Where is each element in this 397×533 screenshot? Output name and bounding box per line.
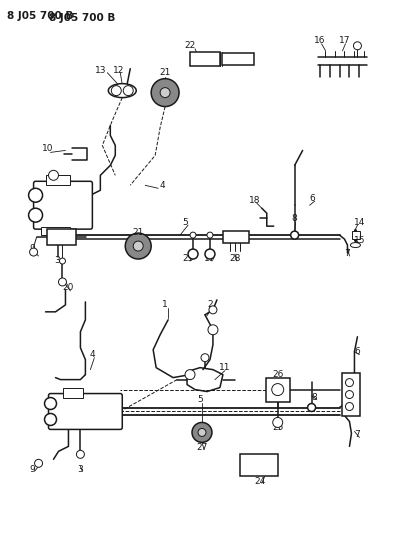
Text: 5: 5 xyxy=(197,395,203,404)
FancyBboxPatch shape xyxy=(34,181,93,229)
Circle shape xyxy=(190,232,196,238)
Circle shape xyxy=(308,403,316,411)
Circle shape xyxy=(208,325,218,335)
Text: 7: 7 xyxy=(345,248,350,257)
Text: 3: 3 xyxy=(77,465,83,474)
Bar xyxy=(343,373,360,416)
Text: 19: 19 xyxy=(204,254,216,263)
Bar xyxy=(46,175,70,185)
Text: 21: 21 xyxy=(160,68,171,77)
Text: 22: 22 xyxy=(184,41,196,50)
Text: 4: 4 xyxy=(159,181,165,190)
Text: 26: 26 xyxy=(272,370,283,379)
Circle shape xyxy=(123,86,133,95)
FancyBboxPatch shape xyxy=(48,393,122,430)
Text: 6: 6 xyxy=(355,347,360,356)
Text: 11: 11 xyxy=(219,363,231,372)
Text: 4: 4 xyxy=(90,350,95,359)
Text: 13: 13 xyxy=(94,66,106,75)
Text: 10: 10 xyxy=(42,144,53,153)
Text: 12: 12 xyxy=(113,66,124,75)
Circle shape xyxy=(44,414,56,425)
Circle shape xyxy=(185,370,195,379)
Text: 21: 21 xyxy=(133,228,144,237)
Circle shape xyxy=(273,417,283,427)
Circle shape xyxy=(151,79,179,107)
Circle shape xyxy=(205,249,215,259)
Text: 25: 25 xyxy=(272,423,283,432)
Text: 16: 16 xyxy=(314,36,325,45)
Text: 8: 8 xyxy=(292,214,297,223)
Bar xyxy=(222,53,254,64)
Circle shape xyxy=(345,391,353,399)
Text: 8 J05 700 B: 8 J05 700 B xyxy=(48,13,115,23)
Ellipse shape xyxy=(108,84,136,98)
Circle shape xyxy=(272,384,284,395)
Text: 18: 18 xyxy=(249,196,260,205)
Circle shape xyxy=(111,86,121,95)
Circle shape xyxy=(209,306,217,314)
Circle shape xyxy=(192,423,212,442)
Circle shape xyxy=(353,42,361,50)
Circle shape xyxy=(291,231,299,239)
Text: 17: 17 xyxy=(339,36,350,45)
Circle shape xyxy=(58,278,66,286)
Text: 14: 14 xyxy=(354,217,365,227)
Circle shape xyxy=(60,258,66,264)
Text: 23: 23 xyxy=(182,254,194,263)
Bar xyxy=(40,227,70,235)
Bar xyxy=(190,52,220,66)
Text: 20: 20 xyxy=(63,284,74,293)
Bar xyxy=(46,229,77,245)
Circle shape xyxy=(125,233,151,259)
Text: 7: 7 xyxy=(355,430,360,439)
Circle shape xyxy=(30,248,38,256)
Circle shape xyxy=(188,249,198,259)
Text: 9: 9 xyxy=(30,244,35,253)
Text: 9: 9 xyxy=(30,465,35,474)
Bar xyxy=(240,454,278,477)
Bar xyxy=(266,377,290,401)
Circle shape xyxy=(77,450,85,458)
Bar xyxy=(223,231,249,243)
Circle shape xyxy=(29,188,42,202)
Text: 5: 5 xyxy=(182,217,188,227)
Circle shape xyxy=(160,87,170,98)
Text: 27: 27 xyxy=(196,443,208,452)
Circle shape xyxy=(44,398,56,409)
Text: 8 J05 700 B: 8 J05 700 B xyxy=(7,11,73,21)
Text: 15: 15 xyxy=(354,236,365,245)
Text: 6: 6 xyxy=(310,193,316,203)
Text: 28: 28 xyxy=(229,254,241,263)
Circle shape xyxy=(345,378,353,386)
Circle shape xyxy=(48,171,58,180)
Text: 24: 24 xyxy=(254,477,266,486)
Circle shape xyxy=(201,354,209,362)
Circle shape xyxy=(345,402,353,410)
Circle shape xyxy=(29,208,42,222)
Ellipse shape xyxy=(351,243,360,247)
Circle shape xyxy=(198,429,206,437)
Text: 2: 2 xyxy=(207,301,213,309)
Circle shape xyxy=(133,241,143,251)
Text: 1: 1 xyxy=(162,301,168,309)
Circle shape xyxy=(207,232,213,238)
Text: 8: 8 xyxy=(312,393,318,402)
Circle shape xyxy=(35,459,42,467)
Bar xyxy=(64,387,83,398)
Text: 3: 3 xyxy=(55,255,60,264)
Bar xyxy=(353,231,360,239)
